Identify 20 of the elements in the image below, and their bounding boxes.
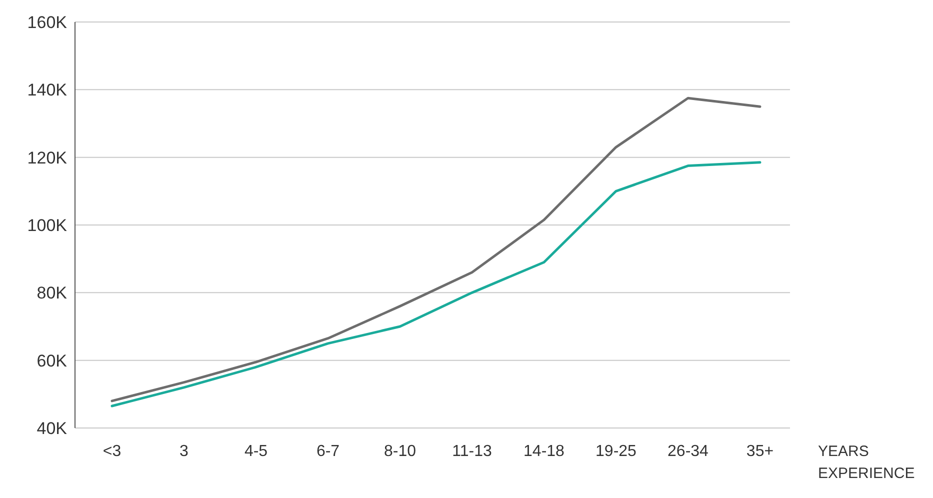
y-tick-label: 100K	[27, 216, 68, 235]
x-tick-label: 8-10	[384, 443, 416, 460]
x-tick-label: <3	[102, 443, 122, 460]
x-tick-label: 4-5	[244, 443, 268, 460]
x-tick-label: 14-18	[524, 443, 565, 460]
x-tick-label: 6-7	[316, 443, 340, 460]
x-tick-label: 11-13	[452, 443, 492, 460]
x-tick-label: 3	[180, 443, 189, 460]
y-tick-label: 140K	[27, 80, 68, 100]
x-tick-label: 26-34	[668, 443, 709, 460]
y-tick-label: 60K	[36, 351, 68, 370]
y-tick-label: 80K	[36, 284, 68, 303]
x-tick-label: 35+	[746, 443, 774, 460]
y-tick-label: 120K	[27, 148, 68, 168]
x-tick-label: 19-25	[596, 443, 637, 460]
line-series	[110, 161, 762, 408]
y-tick-label: 40K	[36, 418, 68, 438]
line-series	[110, 96, 762, 402]
x-axis-title: YEARS EXPERIENCE	[818, 443, 915, 482]
y-tick-label: 160K	[27, 12, 68, 32]
